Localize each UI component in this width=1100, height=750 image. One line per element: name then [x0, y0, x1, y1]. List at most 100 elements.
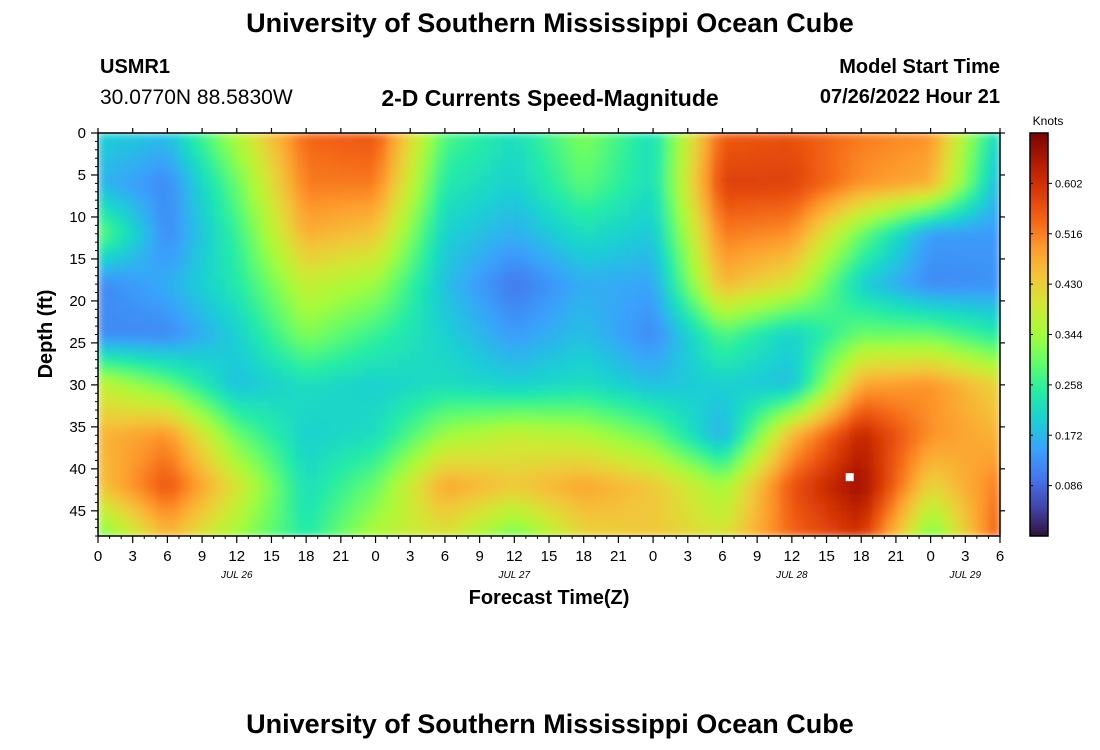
heatmap-cell: [525, 200, 539, 210]
heatmap-cell: [641, 443, 654, 453]
heatmap-cell: [930, 477, 943, 487]
heatmap-cell: [537, 149, 550, 159]
heatmap-cell: [768, 477, 782, 487]
heatmap-cell: [398, 242, 412, 252]
heatmap-cell: [757, 359, 770, 369]
heatmap-cell: [468, 149, 481, 159]
heatmap-cell: [710, 384, 724, 395]
heatmap-cell: [606, 410, 620, 420]
heatmap-cell: [988, 510, 1000, 521]
heatmap-cell: [976, 527, 990, 536]
heatmap-cell: [340, 435, 354, 445]
heatmap-cell: [537, 174, 550, 185]
heatmap-cell: [722, 317, 735, 327]
heatmap-cell: [283, 334, 296, 344]
heatmap-cell: [653, 208, 666, 218]
heatmap-cell: [687, 149, 701, 159]
heatmap-cell: [595, 300, 608, 311]
heatmap-cell: [895, 317, 909, 327]
heatmap-cell: [109, 149, 122, 159]
heatmap-cell: [965, 158, 978, 168]
heatmap-cell: [109, 133, 122, 143]
heatmap-cell: [468, 342, 481, 353]
heatmap-cell: [664, 200, 677, 210]
heatmap-cell: [710, 452, 724, 462]
heatmap-cell: [352, 477, 365, 487]
heatmap-cell: [410, 393, 423, 403]
heatmap-cell: [930, 368, 943, 378]
heatmap-cell: [352, 275, 365, 285]
heatmap-cell: [849, 317, 863, 327]
heatmap-cell: [514, 527, 527, 536]
heatmap-cell: [780, 216, 793, 227]
heatmap-cell: [109, 183, 122, 193]
heatmap-cell: [849, 166, 863, 176]
heatmap-cell: [606, 342, 620, 353]
heatmap-cell: [283, 133, 296, 143]
heatmap-cell: [664, 225, 677, 235]
heatmap-cell: [468, 309, 481, 319]
heatmap-cell: [225, 242, 238, 252]
heatmap-cell: [791, 418, 805, 428]
heatmap-cell: [317, 452, 331, 462]
heatmap-cell: [942, 502, 955, 512]
heatmap-cell: [317, 317, 331, 327]
heatmap-cell: [549, 376, 562, 386]
heatmap-cell: [363, 166, 377, 176]
heatmap-cell: [514, 284, 527, 294]
heatmap-cell: [294, 410, 307, 420]
heatmap-cell: [456, 191, 469, 201]
heatmap-cell: [514, 233, 527, 243]
heatmap-cell: [895, 443, 909, 453]
heatmap-cell: [259, 158, 273, 168]
heatmap-cell: [653, 149, 666, 159]
heatmap-cell: [213, 435, 226, 445]
heatmap-cell: [653, 292, 666, 302]
heatmap-cell: [514, 494, 527, 504]
heatmap-cell: [271, 494, 284, 504]
heatmap-cell: [861, 351, 874, 361]
heatmap-cell: [178, 519, 192, 529]
heatmap-cell: [121, 368, 134, 378]
heatmap-cell: [502, 384, 516, 395]
heatmap-cell: [549, 317, 562, 327]
heatmap-cell: [190, 191, 203, 201]
heatmap-cell: [676, 494, 689, 504]
heatmap-cell: [363, 284, 377, 294]
heatmap-cell: [329, 418, 342, 428]
heatmap-cell: [814, 141, 828, 151]
heatmap-cell: [907, 292, 920, 302]
heatmap-cell: [757, 418, 770, 428]
heatmap-cell: [618, 485, 631, 495]
heatmap-cell: [271, 468, 284, 479]
heatmap-cell: [514, 242, 527, 252]
heatmap-cell: [930, 141, 943, 151]
heatmap-cell: [202, 149, 215, 159]
heatmap-cell: [861, 468, 874, 479]
heatmap-cell: [919, 435, 932, 445]
heatmap-cell: [491, 426, 504, 437]
heatmap-cell: [306, 250, 319, 260]
heatmap-cell: [155, 510, 169, 521]
heatmap-cell: [155, 317, 169, 327]
heatmap-cell: [352, 284, 365, 294]
heatmap-cell: [387, 452, 400, 462]
heatmap-cell: [641, 359, 654, 369]
heatmap-cell: [236, 326, 250, 336]
heatmap-cell: [641, 174, 654, 185]
heatmap-cell: [375, 284, 388, 294]
heatmap-cell: [826, 351, 839, 361]
heatmap-cell: [479, 149, 492, 159]
heatmap-cell: [178, 418, 192, 428]
heatmap-cell: [791, 216, 805, 227]
heatmap-cell: [259, 401, 273, 411]
heatmap-cell: [479, 250, 492, 260]
heatmap-cell: [549, 133, 562, 143]
heatmap-cell: [641, 158, 654, 168]
heatmap-cell: [144, 334, 157, 344]
heatmap-cell: [433, 317, 446, 327]
heatmap-cell: [144, 393, 157, 403]
heatmap-cell: [248, 216, 261, 227]
heatmap-cell: [167, 460, 180, 470]
heatmap-cell: [514, 174, 527, 185]
